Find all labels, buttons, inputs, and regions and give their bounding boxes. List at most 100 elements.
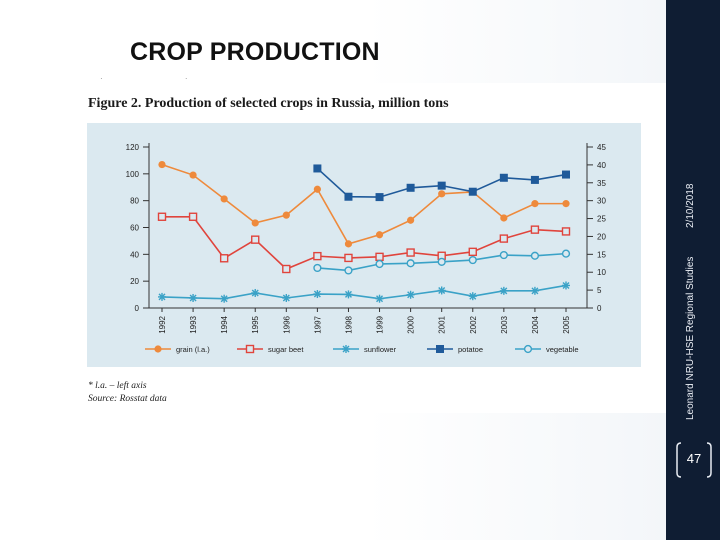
data-point	[313, 251, 322, 261]
data-point	[499, 173, 508, 182]
data-point	[437, 257, 446, 266]
x-tick-label: 1994	[220, 315, 229, 333]
data-point	[500, 214, 508, 222]
data-point	[530, 175, 539, 184]
data-point	[342, 345, 350, 353]
legend-label: grain (l.a.)	[176, 345, 210, 354]
x-tick-label: 2001	[438, 315, 447, 333]
data-point	[438, 190, 446, 198]
legend-item-sunflower: sunflower	[333, 345, 397, 354]
data-point	[158, 292, 166, 301]
series-potatoe	[313, 164, 570, 202]
data-point	[189, 293, 198, 302]
right-tick-label: 15	[597, 250, 606, 259]
data-point	[344, 192, 353, 201]
data-point	[313, 290, 322, 299]
data-point	[282, 293, 291, 302]
series-sunflower	[158, 281, 570, 303]
legend-label: sunflower	[364, 345, 397, 354]
x-tick-label: 2003	[500, 315, 509, 333]
right-tick-label: 20	[597, 232, 606, 241]
right-tick-label: 0	[597, 304, 602, 313]
data-point	[313, 185, 321, 193]
x-tick-label: 1997	[313, 315, 322, 333]
data-point	[313, 164, 322, 173]
data-point	[499, 234, 509, 243]
data-point	[251, 219, 259, 227]
sidebar-org: Leonard NRU-HSE Regional Studies	[685, 256, 696, 420]
data-point	[344, 253, 353, 263]
legend-label: potatoe	[458, 345, 483, 354]
data-point	[406, 183, 415, 192]
x-tick-label: 1992	[158, 315, 167, 333]
data-point	[189, 171, 197, 179]
data-point	[344, 266, 353, 275]
data-point	[188, 212, 198, 221]
series-vegetable	[313, 249, 571, 275]
slide-number-box: 47	[674, 441, 714, 479]
legend-label: sugar beet	[268, 345, 304, 354]
data-point	[530, 286, 539, 295]
data-point	[220, 294, 229, 303]
data-point	[562, 281, 570, 290]
right-tick-label: 10	[597, 268, 606, 277]
x-tick-label: 1996	[282, 315, 291, 333]
left-tick-label: 20	[130, 277, 139, 286]
data-point	[407, 216, 415, 224]
data-point	[220, 195, 228, 203]
x-tick-label: 1993	[189, 315, 198, 333]
data-point	[344, 290, 353, 299]
legend-item-potatoe: potatoe	[427, 345, 483, 354]
data-point	[437, 286, 446, 295]
figure-caption: Figure 2. Production of selected crops i…	[88, 96, 449, 111]
data-point	[282, 264, 291, 274]
x-tick-label: 2005	[562, 315, 571, 333]
legend-item-vegetable: vegetable	[515, 344, 579, 354]
data-point	[468, 255, 477, 265]
data-point	[468, 247, 477, 257]
data-point	[375, 231, 384, 239]
series-line-sugar_beet	[162, 215, 567, 270]
data-point	[157, 212, 167, 221]
right-tick-label: 35	[597, 179, 606, 188]
data-point	[245, 344, 255, 354]
left-tick-label: 100	[126, 170, 140, 179]
data-point	[219, 254, 229, 263]
series-grain	[158, 160, 570, 248]
left-tick-label: 80	[130, 197, 139, 206]
data-point	[158, 160, 166, 169]
footnote-axis-note: * l.a. – left axis	[88, 381, 147, 391]
right-tick-label: 45	[597, 143, 606, 152]
decorative-marks: · ·	[100, 74, 188, 83]
slide-title: CROP PRODUCTION	[130, 38, 380, 66]
data-point	[562, 170, 570, 179]
data-point	[530, 251, 540, 260]
data-point	[375, 193, 384, 202]
data-point	[313, 263, 322, 273]
x-tick-label: 2002	[469, 315, 478, 333]
data-point	[406, 248, 415, 257]
data-point	[251, 288, 260, 297]
chart-panel: 0 20 40 60 80 100 120 0 5 10 15 20 25 30 35 40 45 1992 199…	[87, 123, 641, 367]
legend-label: vegetable	[546, 345, 579, 354]
right-tick-label: 40	[597, 161, 606, 170]
right-tick-label: 25	[597, 215, 606, 224]
right-tick-label: 5	[597, 286, 602, 295]
data-point	[375, 259, 384, 269]
series-line-grain	[161, 163, 566, 245]
data-point	[436, 345, 444, 353]
data-point	[154, 345, 162, 353]
data-point	[251, 235, 260, 244]
left-tick-label: 0	[135, 304, 140, 313]
data-point	[499, 250, 508, 260]
sidebar-date: 2/10/2018	[685, 183, 696, 229]
data-point	[375, 252, 384, 262]
data-point	[530, 225, 540, 234]
x-tick-label: 1995	[251, 315, 260, 333]
data-point	[523, 344, 533, 354]
x-tick-label: 2004	[531, 315, 540, 333]
bracket-frame-icon	[676, 442, 712, 478]
left-tick-label: 40	[130, 250, 139, 259]
data-point	[561, 249, 571, 258]
left-tick-label: 60	[130, 224, 139, 233]
